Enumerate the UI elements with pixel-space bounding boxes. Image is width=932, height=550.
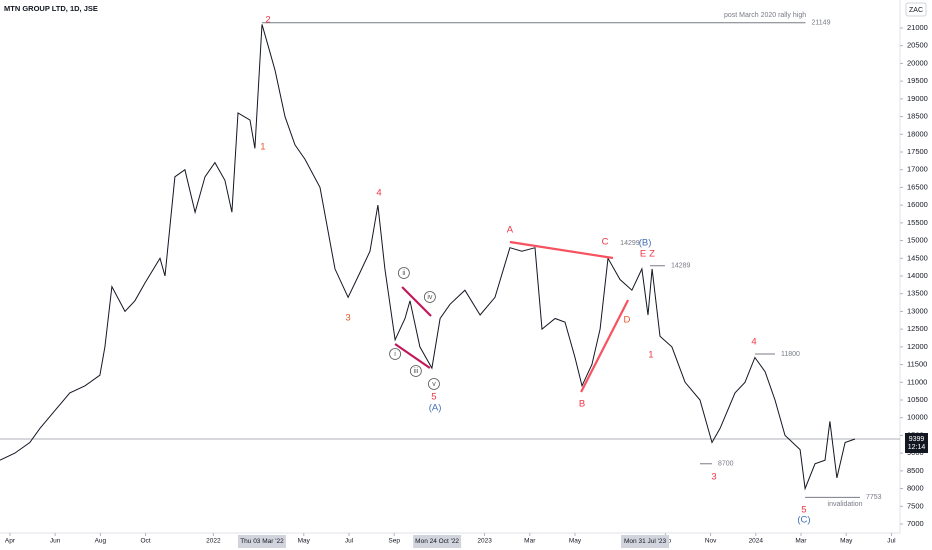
y-tick-label: 10000 bbox=[907, 413, 928, 422]
y-tick-label: 16000 bbox=[907, 200, 928, 209]
crosshair-box bbox=[621, 535, 670, 548]
wave-label: A bbox=[507, 224, 514, 235]
y-tick-label: 15500 bbox=[907, 218, 928, 227]
wave-label: (B) bbox=[639, 237, 652, 248]
y-tick-label: 10500 bbox=[907, 395, 928, 404]
x-tick-label: 2022 bbox=[206, 538, 221, 545]
y-tick-label: 13000 bbox=[907, 306, 928, 315]
y-tick-label: 19500 bbox=[907, 76, 928, 85]
trendline bbox=[580, 299, 630, 393]
wave-label: iv bbox=[427, 294, 433, 301]
y-tick-label: 7500 bbox=[907, 501, 924, 510]
wave-label: 1 bbox=[260, 142, 265, 153]
x-tick-label: May bbox=[840, 538, 853, 545]
wave-label: ii bbox=[402, 270, 406, 277]
y-tick-label: 19000 bbox=[907, 94, 928, 103]
x-tick-label: 2024 bbox=[749, 538, 764, 545]
currency-box[interactable] bbox=[905, 2, 927, 17]
wave-label: 5 bbox=[801, 504, 806, 515]
wave-label: v bbox=[432, 381, 436, 388]
y-tick-label: 8000 bbox=[907, 484, 924, 493]
y-tick-label: 21000 bbox=[907, 23, 928, 32]
x-tick-label: Jul bbox=[887, 538, 896, 545]
x-tick-label: May bbox=[298, 538, 311, 545]
y-tick-label: 14000 bbox=[907, 271, 928, 280]
wave-label: post March 2020 rally high bbox=[724, 12, 806, 19]
y-tick-label: 13500 bbox=[907, 289, 928, 298]
y-tick-label: 16500 bbox=[907, 182, 928, 191]
countdown: 12:14 bbox=[908, 444, 926, 451]
crosshair-label: Mon 24 Oct '22 bbox=[415, 538, 459, 545]
y-tick-label: 20500 bbox=[907, 41, 928, 50]
y-tick-label: 12000 bbox=[907, 342, 928, 351]
y-tick-label: 12500 bbox=[907, 324, 928, 333]
wave-label: iii bbox=[414, 368, 419, 375]
wave-label: E bbox=[640, 249, 646, 260]
wave-circle bbox=[423, 291, 436, 303]
x-tick-label: Nov bbox=[705, 538, 717, 545]
x-tick-label: Mar bbox=[524, 538, 536, 545]
chart-title: MTN GROUP LTD, 1D, JSE bbox=[4, 4, 98, 13]
y-tick-label: 17500 bbox=[907, 147, 928, 156]
wave-label: Z bbox=[649, 249, 655, 260]
y-tick-label: 7000 bbox=[907, 519, 924, 528]
wave-label: 5 bbox=[431, 392, 436, 403]
x-tick-label: Apr bbox=[5, 538, 16, 545]
x-tick-label: Sep bbox=[388, 538, 400, 545]
x-tick-label: Aug bbox=[95, 538, 107, 545]
y-tick-label: 11500 bbox=[907, 360, 927, 369]
wave-label: C bbox=[602, 236, 609, 247]
last-price-box bbox=[905, 433, 928, 454]
level-label: 14289 bbox=[671, 263, 691, 270]
y-tick-label: 17000 bbox=[907, 165, 928, 174]
trendline bbox=[394, 343, 431, 369]
wave-label: 3 bbox=[345, 312, 350, 323]
y-tick-label: 20000 bbox=[907, 58, 928, 67]
x-tick-label: Jul bbox=[345, 538, 354, 545]
wave-label: 14299 bbox=[620, 240, 640, 247]
wave-label: 3 bbox=[711, 472, 716, 483]
wave-label: 1 bbox=[648, 349, 653, 360]
y-tick-label: 14500 bbox=[907, 253, 928, 262]
wave-label: D bbox=[624, 314, 631, 325]
crosshair-label: Thu 03 Mar '22 bbox=[240, 538, 284, 545]
wave-label: 4 bbox=[376, 187, 381, 198]
wave-label: 2 bbox=[265, 14, 270, 25]
wave-circle bbox=[428, 378, 440, 390]
level-label: 8700 bbox=[718, 461, 734, 468]
wave-label: B bbox=[579, 398, 585, 409]
x-tick-label: Jun bbox=[50, 538, 61, 545]
crosshair-label: Mon 31 Jul '23 bbox=[624, 538, 666, 545]
y-tick-label: 8500 bbox=[907, 466, 924, 475]
last-price-label: 9399 bbox=[909, 436, 925, 443]
wave-circle bbox=[409, 365, 422, 377]
trendline bbox=[401, 286, 432, 317]
currency: ZAC bbox=[909, 7, 923, 14]
y-tick-label: 18500 bbox=[907, 112, 928, 121]
crosshair-box bbox=[413, 535, 462, 548]
x-tick-label: 2023 bbox=[477, 538, 492, 545]
wave-label: invalidation bbox=[828, 501, 863, 508]
x-tick-label: Mar bbox=[795, 538, 807, 545]
price-line bbox=[0, 24, 856, 491]
level-label: 11800 bbox=[781, 351, 800, 358]
wave-label: i bbox=[394, 351, 396, 358]
trendline bbox=[509, 240, 614, 260]
wave-label: 4 bbox=[751, 336, 756, 347]
crosshair-box bbox=[237, 535, 286, 548]
wave-label: (A) bbox=[429, 402, 442, 413]
wave-circle bbox=[389, 348, 401, 360]
wave-label: (C) bbox=[797, 515, 810, 526]
level-label: 7753 bbox=[866, 494, 882, 501]
x-tick-label: Oct bbox=[140, 538, 150, 545]
wave-circle bbox=[397, 267, 410, 279]
y-tick-label: 11000 bbox=[907, 377, 927, 386]
y-tick-label: 15000 bbox=[907, 236, 928, 245]
level-label: 21149 bbox=[812, 20, 831, 27]
y-tick-label: 18000 bbox=[907, 129, 928, 138]
x-tick-label: May bbox=[569, 538, 582, 545]
